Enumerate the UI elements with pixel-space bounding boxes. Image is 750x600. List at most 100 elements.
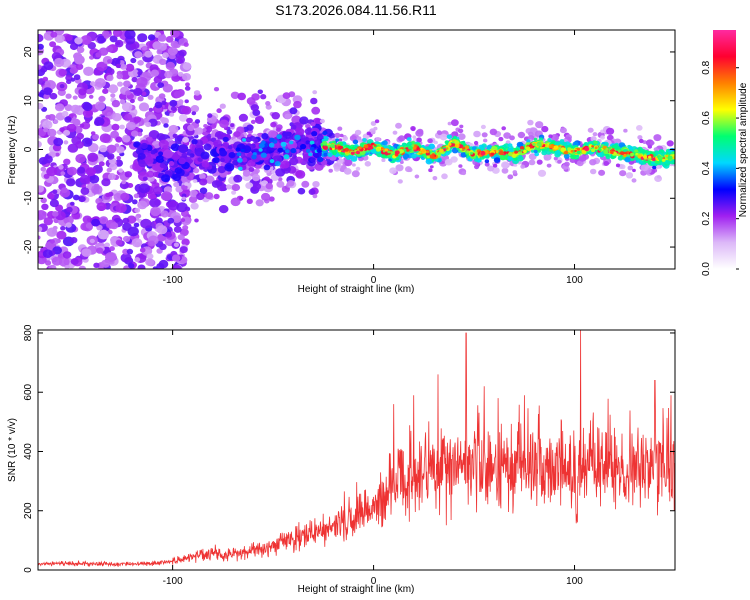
spectrogram-cell bbox=[159, 243, 167, 251]
spectrogram-cell bbox=[210, 132, 215, 137]
spectrogram-cell bbox=[132, 199, 138, 205]
spectrogram-cell bbox=[322, 130, 328, 136]
spectrogram-cell bbox=[116, 146, 125, 154]
spectrogram-cell bbox=[175, 55, 185, 64]
spectrogram-cell bbox=[246, 198, 253, 204]
spectrogram-cell bbox=[137, 152, 146, 160]
spectrogram-cell bbox=[356, 137, 361, 141]
spectrogram-cell bbox=[432, 153, 435, 156]
spectrogram-cell bbox=[395, 164, 404, 172]
spectrogram-cell bbox=[150, 193, 157, 199]
spectrogram-cell bbox=[444, 158, 453, 166]
spectrogram-cell bbox=[146, 170, 155, 178]
spectrogram-cell bbox=[416, 137, 422, 143]
spectrogram-cell bbox=[592, 132, 598, 137]
spectrogram-cell bbox=[530, 145, 533, 149]
spectrogram-cell bbox=[557, 159, 562, 164]
spectrogram-cell bbox=[576, 147, 581, 151]
spectrogram-cell bbox=[65, 222, 72, 228]
spectrogram-cell bbox=[203, 124, 208, 128]
spectrogram-cell bbox=[173, 90, 183, 99]
spectrogram-cell bbox=[254, 168, 260, 174]
spectrogram-cell bbox=[546, 163, 552, 168]
spectrogram-cell bbox=[517, 155, 524, 162]
spectrogram-cell bbox=[520, 164, 526, 169]
spectrogram-cell bbox=[284, 113, 291, 120]
spectrogram-cell bbox=[589, 159, 597, 166]
spectrogram-cell bbox=[116, 156, 121, 160]
spectrogram-cell bbox=[343, 168, 352, 175]
spectrogram-cell bbox=[653, 147, 659, 152]
spectrogram-cell bbox=[263, 164, 271, 171]
spectrogram-cell bbox=[122, 217, 130, 224]
spectrogram-cell bbox=[38, 64, 42, 70]
spectrogram-cell bbox=[52, 211, 59, 217]
spectrogram-cell bbox=[199, 173, 206, 180]
spectrogram-cell bbox=[219, 149, 228, 157]
spectrogram-cell bbox=[512, 170, 518, 175]
spectrogram-cell bbox=[107, 173, 116, 180]
spectrogram-cell bbox=[173, 242, 179, 248]
spectrogram-cell bbox=[93, 262, 100, 268]
spectrogram-cell bbox=[140, 142, 148, 150]
spectrogram-cell bbox=[457, 133, 466, 141]
spectrogram-cell bbox=[489, 128, 498, 136]
spectrogram-cell bbox=[235, 147, 241, 152]
spectrogram-cell bbox=[38, 235, 41, 240]
spectrogram-cell bbox=[75, 141, 84, 149]
spectrogram-cell bbox=[635, 152, 639, 156]
spectrogram-cell bbox=[81, 137, 93, 147]
spectrogram-cell bbox=[107, 59, 112, 64]
spectrogram-cell bbox=[452, 141, 455, 144]
spectrogram-cell bbox=[373, 144, 377, 147]
spectrogram-cell bbox=[179, 246, 188, 254]
spectrogram-cell bbox=[79, 174, 91, 184]
spectrogram-cell bbox=[165, 61, 176, 71]
spectrogram-cell bbox=[230, 197, 241, 207]
spectrogram-cell bbox=[133, 87, 143, 97]
spectrogram-cell bbox=[142, 176, 148, 181]
spectrogram-cell bbox=[177, 234, 185, 241]
spectrogram-cell bbox=[82, 102, 93, 112]
spectrogram-cell bbox=[253, 138, 259, 144]
spectrogram-cell bbox=[119, 99, 126, 105]
spectrogram-cell bbox=[121, 180, 127, 185]
spectrogram-cell bbox=[525, 146, 531, 151]
spectrogram-cell bbox=[289, 140, 294, 145]
spectrogram-cell bbox=[310, 157, 316, 163]
spectrogram-cell bbox=[75, 63, 84, 70]
spectrogram-cell bbox=[158, 151, 164, 156]
spectrogram-ytick-label: -20 bbox=[23, 239, 34, 254]
spectrogram-cell bbox=[182, 225, 189, 231]
spectrogram-cell bbox=[190, 105, 200, 113]
spectrogram-cell bbox=[217, 166, 226, 174]
spectrogram-cell bbox=[301, 180, 310, 188]
spectrogram-cell bbox=[584, 146, 590, 152]
spectrogram-cell bbox=[536, 141, 542, 147]
spectrogram-cell bbox=[448, 142, 452, 146]
spectrogram-cell bbox=[416, 142, 421, 146]
spectrogram-cell bbox=[625, 172, 634, 179]
spectrogram-cell bbox=[317, 156, 324, 163]
spectrogram-cell bbox=[214, 131, 225, 140]
spectrogram-cell bbox=[199, 178, 208, 186]
spectrogram-cell bbox=[271, 112, 281, 120]
spectrogram-cell bbox=[204, 192, 214, 200]
spectrogram-cell bbox=[40, 197, 47, 204]
spectrogram-cell bbox=[165, 231, 173, 238]
spectrogram-cell bbox=[666, 140, 674, 147]
spectrogram-cell bbox=[352, 163, 356, 167]
snr-ytick-label: 800 bbox=[23, 324, 34, 341]
spectrogram-cell bbox=[461, 171, 467, 176]
spectrogram-cell bbox=[280, 141, 287, 147]
spectrogram-cell bbox=[38, 185, 44, 193]
spectrogram-cell bbox=[108, 84, 119, 94]
spectrogram-cell bbox=[274, 161, 281, 167]
spectrogram-cell bbox=[120, 253, 132, 263]
spectrogram-cell bbox=[150, 69, 159, 77]
spectrogram-cell bbox=[115, 63, 121, 69]
spectrogram-cell bbox=[130, 57, 137, 64]
spectrogram-cell bbox=[43, 217, 53, 226]
spectrogram-cell bbox=[144, 50, 153, 58]
